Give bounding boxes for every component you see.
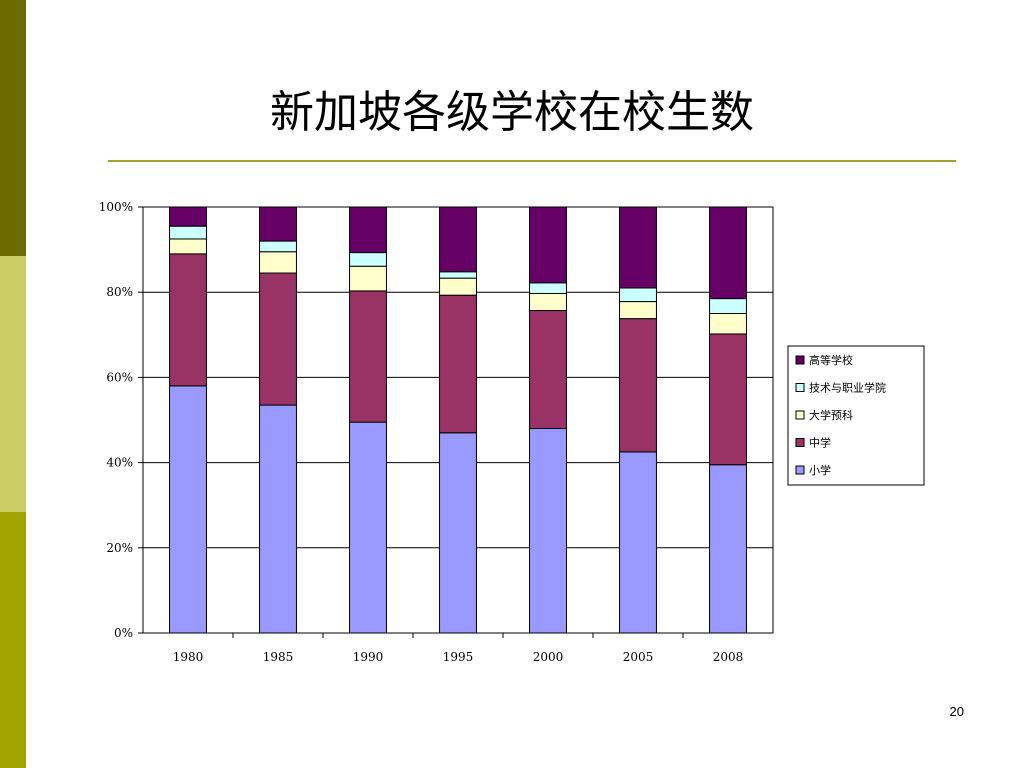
bar-segment bbox=[709, 206, 747, 300]
legend-label: 大学预科 bbox=[809, 408, 853, 422]
y-tick-label: 20% bbox=[106, 541, 133, 555]
title-divider bbox=[108, 160, 956, 162]
bar-segment bbox=[169, 238, 207, 255]
bar-segment bbox=[619, 206, 657, 289]
x-tick-label: 1995 bbox=[443, 650, 474, 664]
y-tick-label: 0% bbox=[114, 626, 133, 640]
bar-segment bbox=[529, 428, 567, 634]
bar-segment bbox=[259, 272, 297, 406]
bar-segment bbox=[529, 310, 567, 430]
bar-segment bbox=[349, 252, 387, 267]
bar-segment bbox=[169, 385, 207, 634]
x-tick-label: 1980 bbox=[173, 650, 204, 664]
bar-segment bbox=[619, 301, 657, 320]
legend-swatch bbox=[795, 438, 805, 447]
bar-stacks bbox=[169, 206, 747, 634]
bar-segment bbox=[349, 421, 387, 634]
legend-label: 高等学校 bbox=[809, 353, 853, 367]
slide-title: 新加坡各级学校在校生数 bbox=[270, 87, 754, 138]
x-tick-label: 2008 bbox=[713, 650, 744, 664]
y-tick-label: 80% bbox=[106, 285, 133, 299]
bar-segment bbox=[439, 432, 477, 634]
bar-segment bbox=[709, 464, 747, 634]
x-tick-label: 2000 bbox=[533, 650, 564, 664]
bar-segment bbox=[349, 265, 387, 292]
legend-swatch bbox=[795, 465, 805, 475]
bar-segment bbox=[439, 271, 477, 279]
y-tick-label: 40% bbox=[106, 456, 133, 470]
axes: 0% 20% 40% 60% 80% 100% 1980 1985 1990 1995 2000 20… bbox=[99, 200, 774, 664]
x-tick-label: 2005 bbox=[623, 650, 654, 664]
legend-label: 技术与职业学院 bbox=[809, 381, 886, 395]
bar-segment bbox=[259, 240, 297, 253]
bar-segment bbox=[349, 290, 387, 423]
bar-segment bbox=[529, 292, 567, 312]
y-tick-label: 100% bbox=[99, 200, 133, 214]
bar-segment bbox=[439, 206, 477, 273]
bar-segment bbox=[529, 282, 567, 294]
legend-swatch bbox=[795, 410, 805, 420]
bar-segment bbox=[169, 253, 207, 387]
bar-segment bbox=[169, 206, 207, 227]
bar-segment bbox=[439, 277, 477, 296]
x-tick-label: 1985 bbox=[263, 650, 294, 664]
bar-segment bbox=[709, 313, 747, 335]
legend-box bbox=[787, 345, 925, 486]
bar-segment bbox=[619, 287, 657, 303]
bar-segment bbox=[709, 333, 747, 466]
legend-label: 中学 bbox=[809, 436, 831, 450]
bar-segment bbox=[349, 206, 387, 254]
plot-area-border bbox=[142, 206, 774, 634]
page-number: 20 bbox=[949, 704, 964, 719]
y-tick-label: 60% bbox=[106, 370, 133, 384]
legend-swatch bbox=[795, 355, 805, 365]
sidebar-block-dark bbox=[0, 0, 26, 256]
sidebar-block-mid bbox=[0, 512, 26, 768]
bar-segment bbox=[619, 451, 657, 634]
x-tick-label: 1990 bbox=[353, 650, 384, 664]
bar-segment bbox=[709, 298, 747, 314]
bar-segment bbox=[259, 206, 297, 242]
bar-segment bbox=[439, 294, 477, 434]
bar-segment bbox=[259, 404, 297, 634]
legend-swatch bbox=[795, 383, 805, 392]
bar-segment bbox=[529, 206, 567, 284]
legend-label: 小学 bbox=[809, 463, 831, 477]
sidebar-block-light bbox=[0, 256, 26, 512]
bar-segment bbox=[169, 225, 207, 240]
bar-segment bbox=[619, 318, 657, 453]
bar-segment bbox=[259, 251, 297, 274]
